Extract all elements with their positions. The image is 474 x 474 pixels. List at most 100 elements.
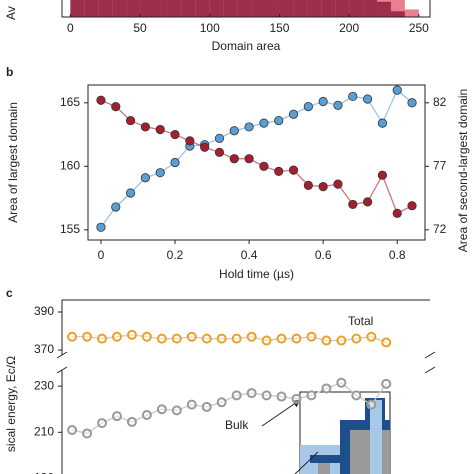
data-point	[96, 222, 106, 232]
histogram-bar	[181, 0, 196, 17]
data-point	[381, 337, 392, 348]
y-tick-label: 165	[60, 95, 80, 109]
data-point	[377, 170, 388, 180]
data-point	[140, 122, 151, 132]
y-tick-label: 155	[60, 222, 80, 236]
x-tick-label: 0.6	[315, 248, 332, 262]
annotation: Bulk	[225, 418, 249, 432]
data-point	[97, 418, 108, 429]
data-point	[261, 390, 272, 401]
data-point	[216, 397, 227, 408]
histogram-bar	[390, 11, 405, 17]
series-line	[100, 99, 413, 215]
data-point	[336, 335, 347, 346]
data-point	[185, 136, 195, 146]
data-point	[111, 331, 122, 342]
histogram-bar	[195, 0, 210, 17]
histogram-bar	[321, 0, 336, 17]
data-point	[407, 201, 417, 211]
y-axis-label: Av	[4, 6, 18, 20]
data-point	[171, 333, 182, 344]
data-point	[229, 126, 239, 136]
data-point	[231, 390, 242, 401]
histogram-bar	[404, 9, 419, 17]
data-point	[377, 118, 388, 128]
data-point	[392, 208, 402, 218]
data-point	[111, 411, 122, 422]
histogram-bar	[307, 0, 322, 17]
data-point	[246, 388, 257, 399]
data-point	[96, 95, 106, 105]
y-tick-label: 160	[60, 158, 80, 172]
data-point	[156, 404, 167, 415]
y2-axis-label: Area of second-largest domain	[456, 89, 470, 252]
x-tick-label: 0	[98, 248, 105, 262]
x-axis-label: Hold time (µs)	[219, 267, 294, 281]
axis-break	[56, 351, 68, 359]
annotation: Total	[348, 314, 373, 328]
histogram-bar	[112, 0, 127, 17]
data-point	[351, 390, 362, 401]
histogram-bar	[363, 0, 378, 17]
data-point	[333, 179, 343, 189]
data-point	[82, 428, 93, 439]
y-axis-label: Area of largest domain	[6, 102, 20, 223]
data-point	[261, 335, 272, 346]
data-point	[274, 166, 284, 176]
series-line	[72, 334, 387, 344]
data-point	[111, 202, 121, 212]
data-point	[126, 416, 137, 427]
data-point	[170, 129, 180, 140]
x-tick-label: 0.4	[241, 248, 258, 262]
series-line	[100, 89, 413, 228]
histogram-bar	[84, 0, 99, 17]
data-point	[67, 425, 78, 435]
y2-tick-label: 72	[433, 222, 447, 236]
data-point	[216, 333, 227, 344]
histogram-bar	[167, 0, 182, 17]
y-tick-label: 370	[34, 342, 54, 356]
data-point	[111, 101, 121, 112]
axis-frame	[87, 84, 426, 241]
histogram-bar	[251, 0, 266, 17]
data-point	[351, 333, 362, 344]
histogram-bar	[223, 0, 238, 17]
data-point	[141, 331, 152, 342]
histogram-bar	[377, 1, 391, 17]
data-point	[141, 410, 152, 420]
data-point	[276, 333, 287, 344]
data-point	[291, 393, 302, 404]
data-point	[366, 399, 377, 410]
y-tick-label: 190	[34, 471, 54, 474]
y-axis-label: sical energy, Ec/Ω	[4, 356, 18, 452]
data-point	[231, 333, 242, 344]
axis-break	[424, 366, 436, 374]
y2-tick-label: 82	[433, 95, 447, 109]
data-point	[201, 401, 212, 412]
x-tick-label: 100	[200, 21, 220, 35]
data-point	[276, 391, 287, 402]
data-point	[306, 390, 317, 401]
x-tick-label: 50	[133, 21, 147, 35]
data-point	[321, 335, 332, 346]
data-point	[336, 377, 347, 388]
data-point	[362, 94, 373, 104]
histogram-bar	[98, 0, 113, 17]
data-point	[348, 91, 358, 102]
x-tick-label: 150	[269, 21, 289, 35]
data-point	[229, 154, 239, 164]
data-point	[156, 333, 167, 344]
axis-break	[424, 351, 436, 359]
data-point	[303, 101, 313, 112]
data-point	[246, 331, 257, 342]
inset-image	[299, 391, 391, 474]
data-point	[125, 115, 136, 126]
data-point	[362, 197, 373, 207]
data-point	[392, 85, 402, 95]
histogram-bar	[293, 0, 308, 17]
data-point	[333, 100, 343, 110]
data-point	[244, 154, 254, 164]
histogram-bar	[279, 0, 294, 17]
data-point	[321, 383, 332, 394]
